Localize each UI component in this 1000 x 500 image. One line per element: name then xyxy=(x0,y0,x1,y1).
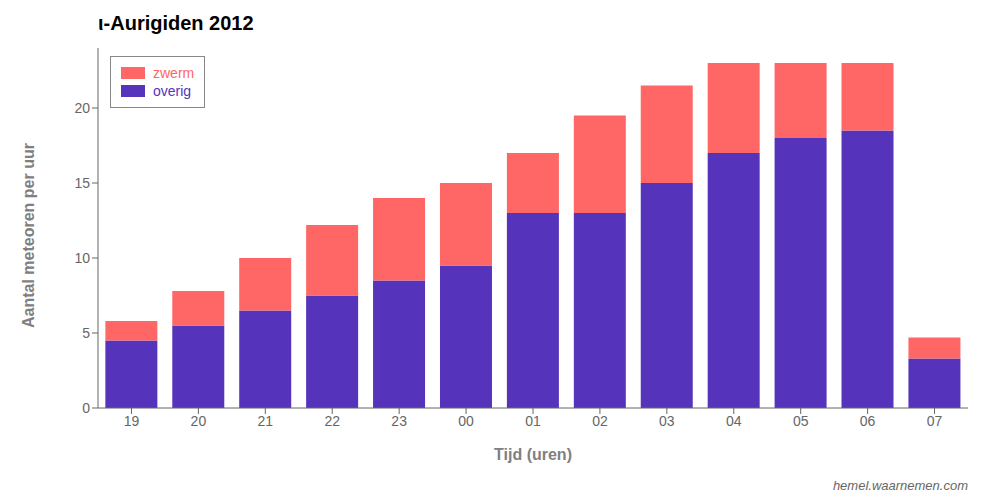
svg-text:01: 01 xyxy=(525,413,541,429)
svg-text:06: 06 xyxy=(860,413,876,429)
svg-text:00: 00 xyxy=(458,413,474,429)
svg-text:20: 20 xyxy=(191,413,207,429)
svg-text:02: 02 xyxy=(592,413,608,429)
svg-text:19: 19 xyxy=(124,413,140,429)
svg-text:5: 5 xyxy=(82,325,90,341)
svg-text:03: 03 xyxy=(659,413,675,429)
html-text:ι-Aurigiden 2012: ι-Aurigiden 2012 xyxy=(98,12,254,34)
svg-text:Aantal meteoren per uur: Aantal meteoren per uur xyxy=(20,143,37,328)
svg-text:10: 10 xyxy=(74,250,90,266)
svg-text:21: 21 xyxy=(258,413,274,429)
svg-text:05: 05 xyxy=(793,413,809,429)
svg-text:04: 04 xyxy=(726,413,742,429)
svg-text:0: 0 xyxy=(82,400,90,416)
svg-text:23: 23 xyxy=(391,413,407,429)
html-text:overig: overig xyxy=(153,83,192,99)
svg-text:Tijd (uren): Tijd (uren) xyxy=(494,446,572,463)
svg-text:07: 07 xyxy=(927,413,943,429)
html-text:zwerm: zwerm xyxy=(153,65,195,81)
html-text:hemel.waarnemen.com: hemel.waarnemen.com xyxy=(832,478,968,493)
svg-text:20: 20 xyxy=(74,100,90,116)
svg-text:22: 22 xyxy=(324,413,340,429)
svg-text:15: 15 xyxy=(74,175,90,191)
